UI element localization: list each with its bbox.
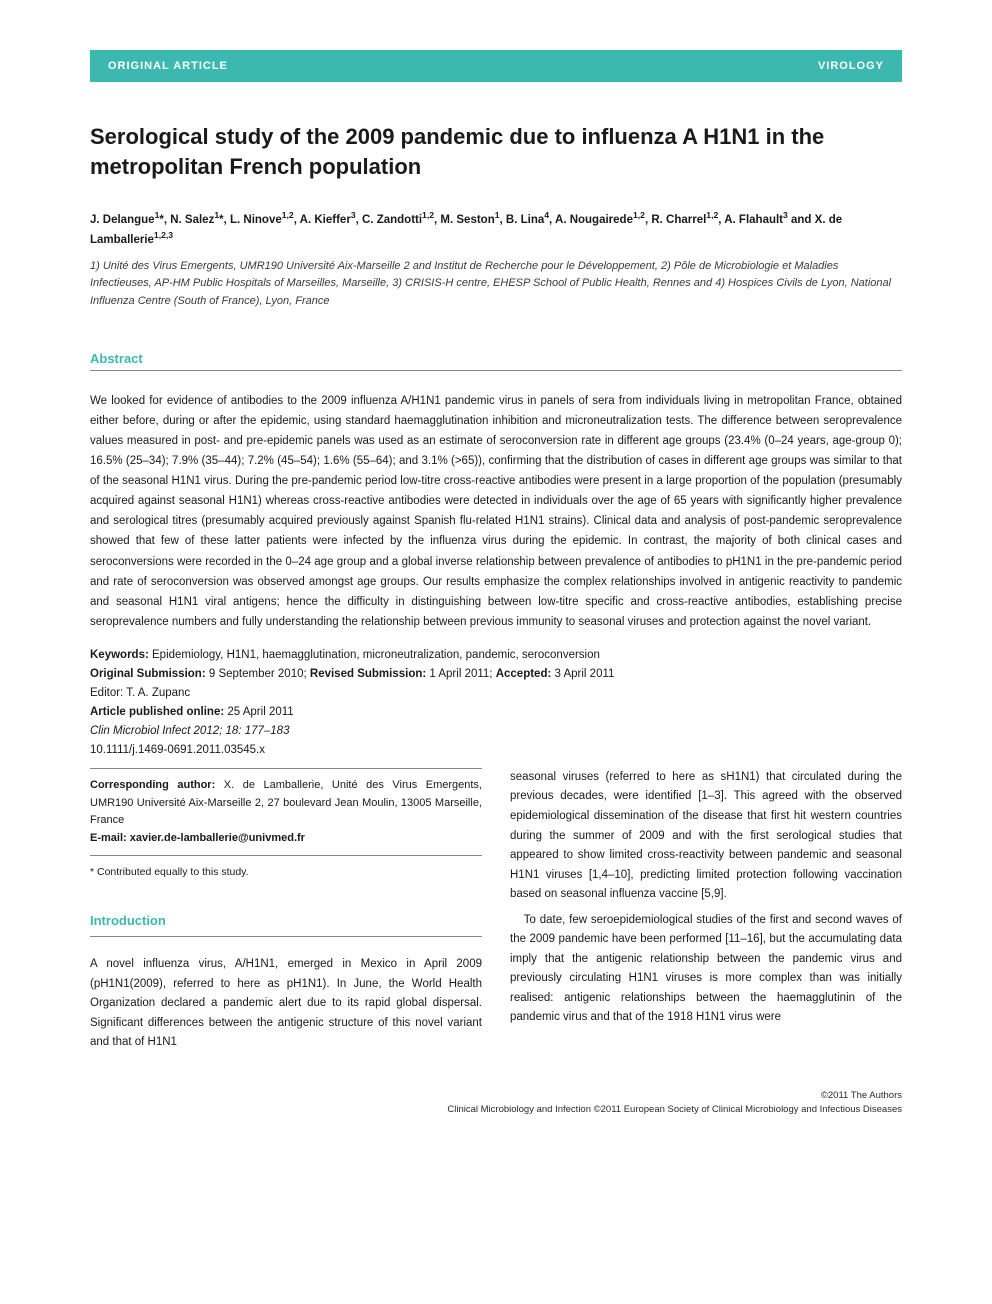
article-title: Serological study of the 2009 pandemic d… (90, 122, 902, 181)
citation: Clin Microbiol Infect 2012; 18: 177–183 (90, 722, 902, 741)
abstract-rule (90, 370, 902, 371)
corresponding-author-box: Corresponding author: X. de Lamballerie,… (90, 768, 482, 856)
page-container: ORIGINAL ARTICLE VIROLOGY Serological st… (0, 0, 992, 1147)
author-names: J. Delangue1*, N. Salez1*, L. Ninove1,2,… (90, 214, 842, 246)
left-column: Corresponding author: X. de Lamballerie,… (90, 768, 482, 1053)
author-list: J. Delangue1*, N. Salez1*, L. Ninove1,2,… (90, 209, 902, 249)
accepted-date: 3 April 2011 (555, 668, 615, 680)
accepted-label: Accepted: (496, 668, 552, 680)
abstract-heading: Abstract (90, 351, 902, 366)
introduction-rule (90, 936, 482, 937)
corr-email: xavier.de-lamballerie@univmed.fr (130, 832, 305, 844)
affiliations: 1) Unité des Virus Emergents, UMR190 Uni… (90, 258, 902, 311)
introduction-heading: Introduction (90, 910, 482, 932)
abstract-body: We looked for evidence of antibodies to … (90, 391, 902, 633)
corr-email-label: E-mail: (90, 832, 127, 844)
keywords-line: Keywords: Epidemiology, H1N1, haemagglut… (90, 646, 902, 665)
contrib-note: * Contributed equally to this study. (90, 864, 482, 882)
banner-section: VIROLOGY (818, 60, 884, 72)
right-column: seasonal viruses (referred to here as sH… (510, 768, 902, 1053)
footer-line1: ©2011 The Authors (90, 1089, 902, 1103)
keywords-label: Keywords: (90, 649, 149, 661)
orig-submission-date: 9 September 2010; (209, 668, 307, 680)
submission-line: Original Submission: 9 September 2010; R… (90, 665, 902, 684)
editor-name: T. A. Zupanc (126, 687, 190, 699)
corr-label: Corresponding author: (90, 779, 215, 791)
page-footer: ©2011 The Authors Clinical Microbiology … (90, 1089, 902, 1118)
lower-columns: Corresponding author: X. de Lamballerie,… (90, 768, 902, 1053)
article-banner: ORIGINAL ARTICLE VIROLOGY (90, 50, 902, 82)
editor-line: Editor: T. A. Zupanc (90, 684, 902, 703)
keywords-text: Epidemiology, H1N1, haemagglutination, m… (152, 649, 600, 661)
intro-col1-p1: A novel influenza virus, A/H1N1, emerged… (90, 955, 482, 1053)
intro-col2-p1: seasonal viruses (referred to here as sH… (510, 768, 902, 905)
pub-online-line: Article published online: 25 April 2011 (90, 703, 902, 722)
rev-submission-date: 1 April 2011; (429, 668, 492, 680)
doi: 10.1111/j.1469-0691.2011.03545.x (90, 741, 902, 760)
rev-submission-label: Revised Submission: (310, 668, 426, 680)
pub-online-date: 25 April 2011 (227, 706, 293, 718)
editor-label: Editor: (90, 687, 123, 699)
banner-article-type: ORIGINAL ARTICLE (108, 60, 228, 72)
footer-line2: Clinical Microbiology and Infection ©201… (90, 1103, 902, 1117)
pub-online-label: Article published online: (90, 706, 224, 718)
orig-submission-label: Original Submission: (90, 668, 206, 680)
intro-col2-p2: To date, few seroepidemiological studies… (510, 911, 902, 1028)
